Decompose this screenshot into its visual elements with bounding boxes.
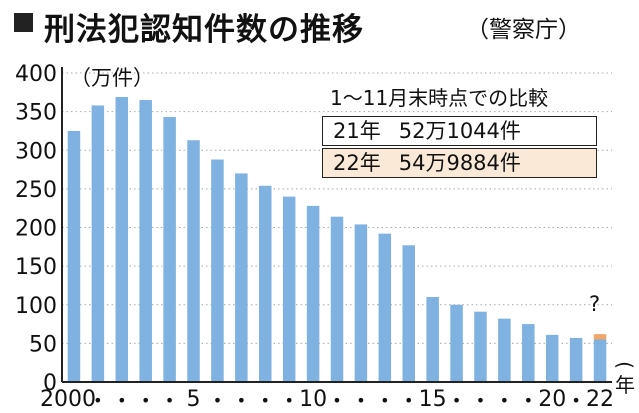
bar	[67, 130, 81, 382]
y-tick-label: 0	[43, 371, 57, 396]
highlight-segment	[593, 334, 607, 340]
x-tick-label: •	[380, 391, 389, 410]
x-tick-label: •	[284, 391, 293, 410]
bar	[569, 337, 583, 382]
bar	[211, 159, 224, 382]
x-axis-unit-text: 年	[615, 373, 635, 397]
chart-title: 刑法犯認知件数の推移	[44, 12, 364, 48]
bar	[259, 185, 272, 382]
x-tick-label: 20	[538, 387, 566, 412]
title-square-icon	[14, 13, 33, 32]
y-tick-label: 350	[15, 101, 57, 126]
bar	[474, 311, 487, 382]
bar	[593, 339, 607, 382]
y-tick-label: 300	[15, 139, 57, 164]
bar	[306, 205, 320, 382]
y-tick-label: 400	[15, 62, 57, 87]
x-tick-label: 2000	[40, 387, 96, 412]
x-tick-label: •	[452, 391, 461, 410]
y-tick-label: 250	[15, 178, 57, 203]
bar	[282, 196, 296, 382]
x-tick-label: 10	[299, 387, 327, 412]
y-tick-label: 50	[29, 332, 57, 357]
bar	[91, 105, 105, 382]
bar	[378, 233, 392, 382]
bar	[354, 224, 368, 382]
y-tick-label: 100	[15, 294, 57, 319]
x-tick-label: 22	[586, 387, 614, 412]
x-tick-label: •	[476, 391, 485, 410]
x-tick-label: •	[93, 391, 102, 410]
bar	[187, 140, 200, 382]
x-tick-label: •	[237, 391, 246, 410]
comparison-2022: 22年 54万9884件	[322, 148, 597, 178]
x-tick-label: •	[500, 391, 509, 410]
x-tick-label: •	[571, 391, 580, 410]
x-tick-label: •	[141, 391, 150, 410]
unknown-marker: ?	[589, 292, 601, 316]
x-tick-label: •	[165, 391, 174, 410]
bar	[115, 96, 129, 382]
comparison-2022-value: 54万9884件	[398, 151, 521, 175]
bar	[402, 245, 415, 382]
bar	[498, 318, 511, 382]
y-tick-label: 200	[15, 217, 57, 242]
comparison-2021: 21年 52万1044件	[322, 116, 597, 146]
x-tick-label: •	[356, 391, 365, 410]
comparison-2021-value: 52万1044件	[398, 119, 521, 143]
x-axis-unit: ( 年	[613, 355, 637, 397]
x-tick-label: •	[332, 391, 341, 410]
comparison-2022-year: 22年	[333, 151, 381, 175]
x-tick-label: •	[261, 391, 270, 410]
x-tick-label: 15	[419, 387, 447, 412]
bar	[163, 117, 176, 382]
bar	[330, 216, 344, 382]
bar	[522, 324, 535, 382]
comparison-note: 1～11月末時点での比較	[330, 86, 549, 110]
y-axis-unit: （万件）	[70, 66, 154, 90]
bar	[426, 297, 439, 382]
source-label: （警察庁）	[466, 17, 581, 43]
x-tick-label: •	[117, 391, 126, 410]
bar	[545, 334, 559, 382]
bar	[235, 173, 248, 382]
x-tick-label: 5	[187, 387, 201, 412]
bar	[450, 304, 463, 382]
comparison-2021-year: 21年	[333, 119, 381, 143]
x-axis-unit-open-paren: (	[613, 361, 637, 369]
x-tick-label: •	[404, 391, 413, 410]
bar	[139, 100, 152, 382]
x-tick-label: •	[213, 391, 222, 410]
y-tick-label: 150	[15, 255, 57, 280]
x-tick-label: •	[524, 391, 533, 410]
